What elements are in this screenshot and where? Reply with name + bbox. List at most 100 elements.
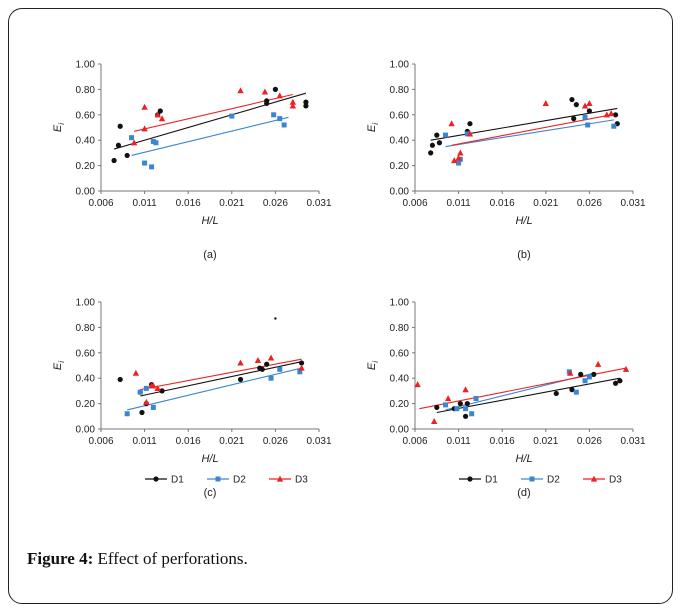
data-point-d1 [237, 376, 244, 383]
data-point-d2 [153, 140, 159, 146]
legend-label-d3: D3 [295, 475, 308, 486]
x-tick-label: 0.011 [446, 436, 471, 447]
chart-panel-b: 0.00 0.20 0.40 0.60 0.80 1.00 0.006 0.011 0.016 0… [366, 60, 646, 262]
data-point-d3 [289, 102, 297, 109]
x-tick-label: 0.016 [176, 198, 201, 209]
data-point-d1 [464, 401, 470, 407]
data-point-d2 [585, 122, 591, 128]
data-point-d2 [443, 132, 449, 138]
data-point-d1 [298, 360, 305, 366]
data-point-d1 [573, 102, 579, 108]
x-tick-label: 0.021 [219, 436, 244, 447]
y-tick-label: 0.00 [76, 425, 96, 436]
data-point-d3 [581, 102, 589, 109]
data-point-d3 [414, 381, 421, 388]
data-point-d1 [139, 409, 145, 416]
data-point-d1 [436, 140, 443, 146]
y-tick-label: 0.00 [390, 187, 410, 198]
data-point-d1 [117, 123, 123, 129]
data-point-d3 [237, 87, 244, 94]
trendline-d2 [131, 116, 289, 156]
data-point-d1 [553, 390, 559, 397]
legend-marker-d1 [467, 476, 473, 482]
x-tick-label: 0.016 [490, 198, 515, 209]
x-tick-label: 0.011 [446, 198, 471, 209]
legend-marker-d2 [215, 476, 221, 482]
x-tick-label: 0.021 [533, 436, 558, 447]
y-tick-label: 0.20 [390, 161, 410, 172]
data-point-d3 [141, 103, 148, 110]
data-point-d2 [229, 113, 235, 119]
y-tick-label: 0.20 [76, 161, 96, 172]
data-point-d1 [457, 401, 463, 407]
data-point-d1 [264, 361, 270, 367]
x-axis-label: H/L [515, 453, 532, 465]
data-point-d2 [124, 411, 130, 417]
data-point-d1 [157, 108, 163, 114]
data-point-d2 [150, 404, 156, 410]
data-point-d2 [443, 402, 449, 408]
panel-sublabel: (d) [517, 487, 530, 499]
legend-label-d1: D1 [485, 475, 498, 486]
data-point-d1 [591, 371, 597, 377]
data-point-d1 [428, 150, 434, 156]
y-axis-label: Ei [52, 361, 66, 370]
data-point-d2 [573, 389, 579, 395]
y-axis-label: Ei [52, 123, 66, 132]
data-point-d1 [429, 142, 436, 148]
x-tick-label: 0.006 [402, 436, 427, 447]
data-point-d2 [277, 366, 283, 372]
data-point-d1 [467, 121, 473, 127]
data-point-d1 [303, 103, 309, 109]
figure-frame [8, 8, 673, 604]
data-point-d2 [281, 122, 287, 128]
y-tick-label: 1.00 [390, 298, 410, 309]
panel-sublabel: (b) [517, 249, 530, 261]
data-point-d2 [150, 138, 156, 144]
data-point-d3 [542, 99, 549, 106]
y-tick-label: 0.80 [390, 85, 410, 96]
y-tick-label: 0.60 [390, 110, 410, 121]
data-point-d3 [143, 398, 150, 405]
data-point-d1 [612, 380, 619, 386]
legend: D1 D2 D3 [459, 475, 622, 486]
data-point-d3 [158, 115, 166, 122]
data-point-d2 [582, 114, 588, 120]
legend: D1 D2 D3 [145, 475, 308, 486]
legend-label-d1: D1 [171, 475, 184, 486]
legend-marker-d3 [276, 475, 284, 482]
trendline-d2 [127, 367, 302, 411]
y-axis-label: Ei [366, 123, 380, 132]
data-point-d2 [277, 116, 283, 122]
data-point-d3 [150, 382, 157, 389]
data-point-d1 [612, 112, 619, 118]
y-tick-label: 1.00 [76, 60, 96, 71]
data-point-d3 [594, 360, 602, 367]
y-tick-label: 0.40 [76, 374, 96, 385]
data-point-d3 [451, 157, 458, 164]
x-tick-label: 0.031 [620, 436, 645, 447]
y-tick-label: 0.00 [76, 187, 96, 198]
trendline-d3 [451, 114, 612, 146]
figure-caption: Figure 4: Effect of perforations. [27, 549, 248, 569]
data-point-d3 [289, 98, 297, 105]
x-tick-label: 0.006 [402, 198, 427, 209]
data-point-d3 [622, 365, 630, 372]
x-tick-label: 0.011 [132, 436, 157, 447]
x-tick-label: 0.006 [88, 436, 113, 447]
chart-panel-a: 0.00 0.20 0.40 0.60 0.80 1.00 0.006 0.011 0.016 0… [52, 60, 332, 262]
x-tick-label: 0.006 [88, 198, 113, 209]
data-point-d3 [237, 359, 244, 366]
panel-sublabel: (c) [204, 487, 217, 499]
trendline-d1 [430, 107, 618, 141]
y-tick-label: 0.60 [390, 348, 410, 359]
x-tick-label: 0.021 [533, 198, 558, 209]
data-point-d2 [582, 378, 588, 384]
data-point-d1 [303, 99, 309, 105]
y-tick-label: 0.80 [76, 323, 96, 334]
x-tick-label: 0.031 [306, 436, 331, 447]
x-tick-label: 0.026 [263, 198, 288, 209]
chart-panel-d: 0.00 0.20 0.40 0.60 0.80 1.00 0.006 0.011 0.016 0… [366, 298, 646, 500]
y-tick-label: 0.60 [76, 348, 96, 359]
